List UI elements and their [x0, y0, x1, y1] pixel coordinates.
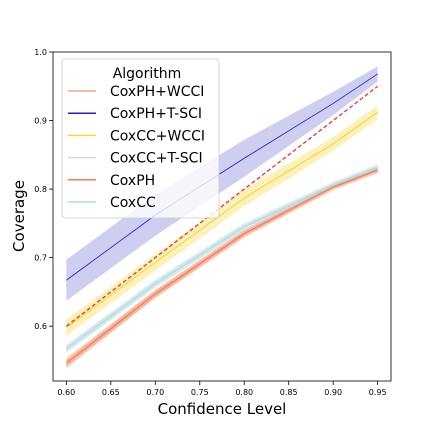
- legend-box: [61, 58, 220, 219]
- y-tick-label: 1.0: [34, 48, 47, 57]
- y-tick-label: 0.8: [34, 185, 47, 194]
- x-tick-label: 0.95: [369, 388, 387, 397]
- y-tick-label: 0.6: [34, 322, 47, 331]
- x-axis-ticks: 0.60 0.65 0.70 0.75 0.80 0.85 0.90 0.95: [57, 381, 387, 397]
- x-axis-label: Confidence Level: [158, 400, 287, 418]
- x-tick-label: 0.70: [146, 388, 164, 397]
- legend-entries: CoxPH+WCCI CoxPH+T-SCI CoxCC+WCCI CoxCC+T-S…: [68, 84, 205, 211]
- legend-title: Algorithm: [113, 66, 182, 82]
- series-lines: [65, 73, 379, 364]
- x-tick-label: 0.80: [235, 388, 253, 397]
- y-axis-ticks: 0.6 0.7 0.8 0.9 1.0: [34, 48, 53, 331]
- line-coxcc: [65, 166, 378, 350]
- line-coxph: [65, 169, 378, 364]
- confidence-bands: [66, 66, 378, 369]
- reference-line-group: [65, 85, 379, 327]
- y-axis-label: Coverage: [10, 180, 28, 252]
- y-tick-label: 0.9: [34, 117, 47, 126]
- legend-label: CoxCC+T-SCI: [110, 151, 203, 167]
- legend-label: CoxPH: [110, 173, 155, 189]
- x-tick-label: 0.60: [57, 388, 75, 397]
- line-coxcc-wcci: [65, 111, 379, 329]
- legend: Algorithm CoxPH+WCCI CoxPH+T-SCI CoxCC+WCC…: [61, 58, 220, 219]
- legend-label: CoxPH+WCCI: [110, 84, 204, 100]
- line-coxph-t-sci: [66, 73, 378, 281]
- legend-label: CoxPH+T-SCI: [110, 106, 202, 122]
- x-tick-label: 0.85: [280, 388, 298, 397]
- band-coxcc-t-sci: [66, 163, 378, 353]
- band-coxph-t-sci: [66, 66, 378, 301]
- legend-label: CoxCC+WCCI: [110, 128, 205, 144]
- plot-frame: [52, 51, 392, 382]
- x-tick-label: 0.75: [191, 388, 209, 397]
- legend-label: CoxCC: [110, 195, 156, 211]
- y-tick-label: 0.7: [34, 254, 47, 263]
- x-tick-label: 0.65: [102, 388, 120, 397]
- x-tick-label: 0.90: [324, 388, 342, 397]
- reference-line: [65, 85, 379, 327]
- band-coxcc-wcci: [66, 105, 378, 336]
